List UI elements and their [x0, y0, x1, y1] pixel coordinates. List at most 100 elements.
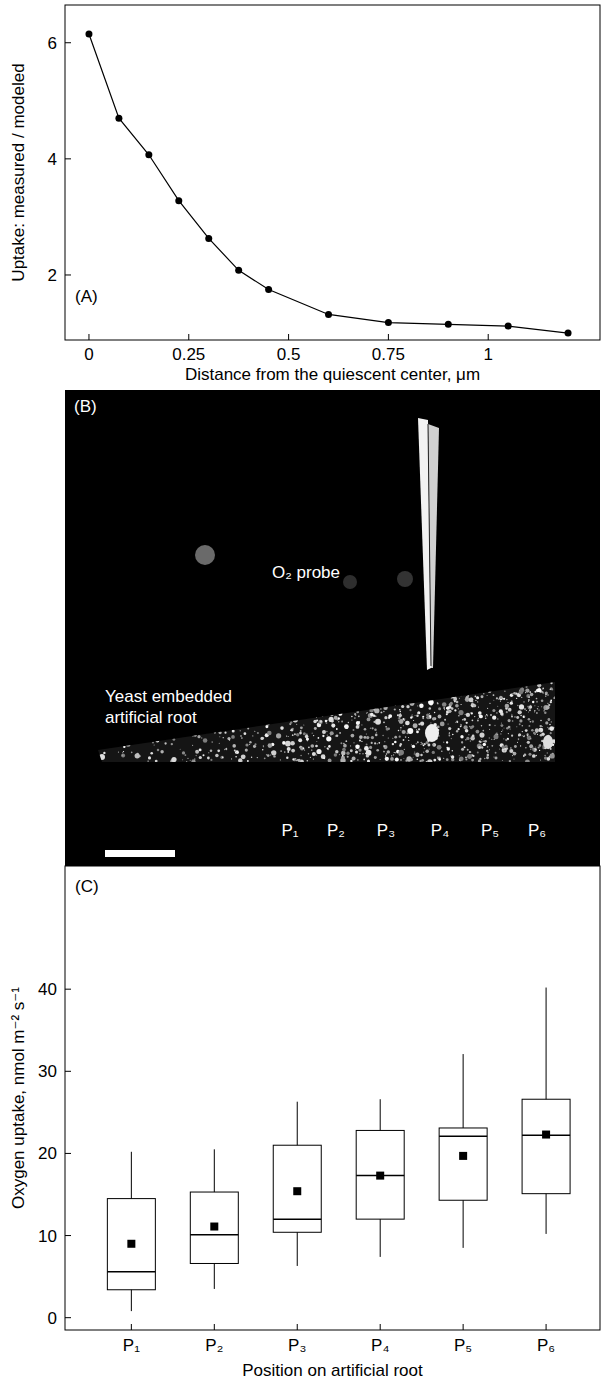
speckle [207, 757, 210, 760]
speckle [263, 746, 264, 747]
speckle [420, 707, 421, 708]
speckle [271, 751, 272, 752]
speckle [267, 731, 272, 736]
speckle [485, 715, 486, 716]
speckle [238, 758, 242, 762]
speckle [201, 737, 203, 739]
speckle [245, 749, 248, 752]
blob [195, 545, 215, 565]
speckle [331, 714, 332, 715]
speckle [456, 721, 457, 722]
speckle [340, 742, 342, 744]
speckle [395, 752, 397, 754]
speckle [497, 718, 499, 720]
speckle [461, 704, 462, 705]
speckle [461, 724, 462, 725]
speckle [356, 721, 360, 725]
speckle [444, 709, 445, 710]
speckle [350, 745, 351, 746]
speckle [147, 760, 148, 761]
speckle [225, 748, 227, 750]
speckle [208, 752, 209, 753]
speckle [484, 740, 487, 743]
speckle [356, 745, 357, 746]
speckle [529, 725, 531, 727]
speckle [535, 728, 539, 732]
position-label: P₃ [377, 821, 395, 840]
speckle [410, 717, 412, 719]
speckle [409, 709, 411, 711]
speckle [393, 754, 394, 755]
speckle [420, 722, 424, 726]
speckle [508, 708, 512, 712]
speckle [471, 725, 474, 728]
speckle [413, 720, 414, 721]
speckle [99, 754, 105, 760]
speckle [501, 723, 502, 724]
point [175, 197, 182, 204]
speckle [371, 727, 373, 729]
speckle [465, 714, 466, 715]
speckle [442, 702, 447, 707]
x-tick-label: P₂ [205, 1336, 223, 1355]
speckle [518, 735, 520, 737]
box [356, 1130, 404, 1219]
speckle [542, 688, 544, 690]
speckle [293, 758, 296, 761]
speckle [270, 755, 271, 756]
speckle [157, 749, 160, 752]
speckle [452, 734, 454, 736]
speckle [529, 739, 530, 740]
y-tick-label: 0 [48, 1309, 57, 1328]
box [439, 1128, 487, 1200]
speckle [254, 743, 256, 745]
speckle [288, 720, 289, 721]
speckle [463, 718, 466, 721]
speckle [382, 735, 383, 736]
speckle [241, 761, 242, 762]
speckle [311, 749, 312, 750]
speckle [394, 741, 397, 744]
speckle [540, 731, 541, 732]
speckle [182, 759, 183, 760]
speckle [364, 728, 367, 731]
speckle [321, 754, 326, 759]
speckle [355, 751, 358, 754]
speckle [303, 724, 304, 725]
speckle [500, 712, 504, 716]
speckle [341, 756, 345, 760]
whisker-high [214, 1149, 215, 1192]
speckle [493, 734, 498, 739]
speckle [203, 738, 208, 743]
x-tick-label: P₆ [537, 1336, 555, 1355]
speckle [345, 726, 348, 729]
speckle [260, 737, 263, 740]
speckle [122, 755, 123, 756]
speckle [383, 751, 385, 753]
speckle [394, 708, 396, 710]
speckle [290, 721, 292, 723]
speckle [231, 758, 232, 759]
speckle [507, 702, 508, 703]
speckle [468, 734, 469, 735]
speckle [441, 751, 443, 753]
speckle [487, 754, 489, 756]
speckle [366, 736, 369, 739]
speckle [433, 759, 436, 762]
speckle [490, 714, 492, 716]
speckle [504, 690, 505, 691]
speckle [524, 754, 527, 757]
speckle [446, 707, 449, 710]
speckle [451, 738, 452, 739]
point [115, 115, 122, 122]
speckle [294, 733, 296, 735]
speckle [206, 732, 207, 733]
position-label: P₅ [481, 821, 499, 840]
speckle [411, 716, 414, 719]
speckle [150, 752, 153, 755]
speckle [378, 742, 380, 744]
speckle [528, 718, 531, 721]
whisker-high [380, 1099, 381, 1130]
speckle [361, 724, 362, 725]
speckle [508, 726, 511, 729]
